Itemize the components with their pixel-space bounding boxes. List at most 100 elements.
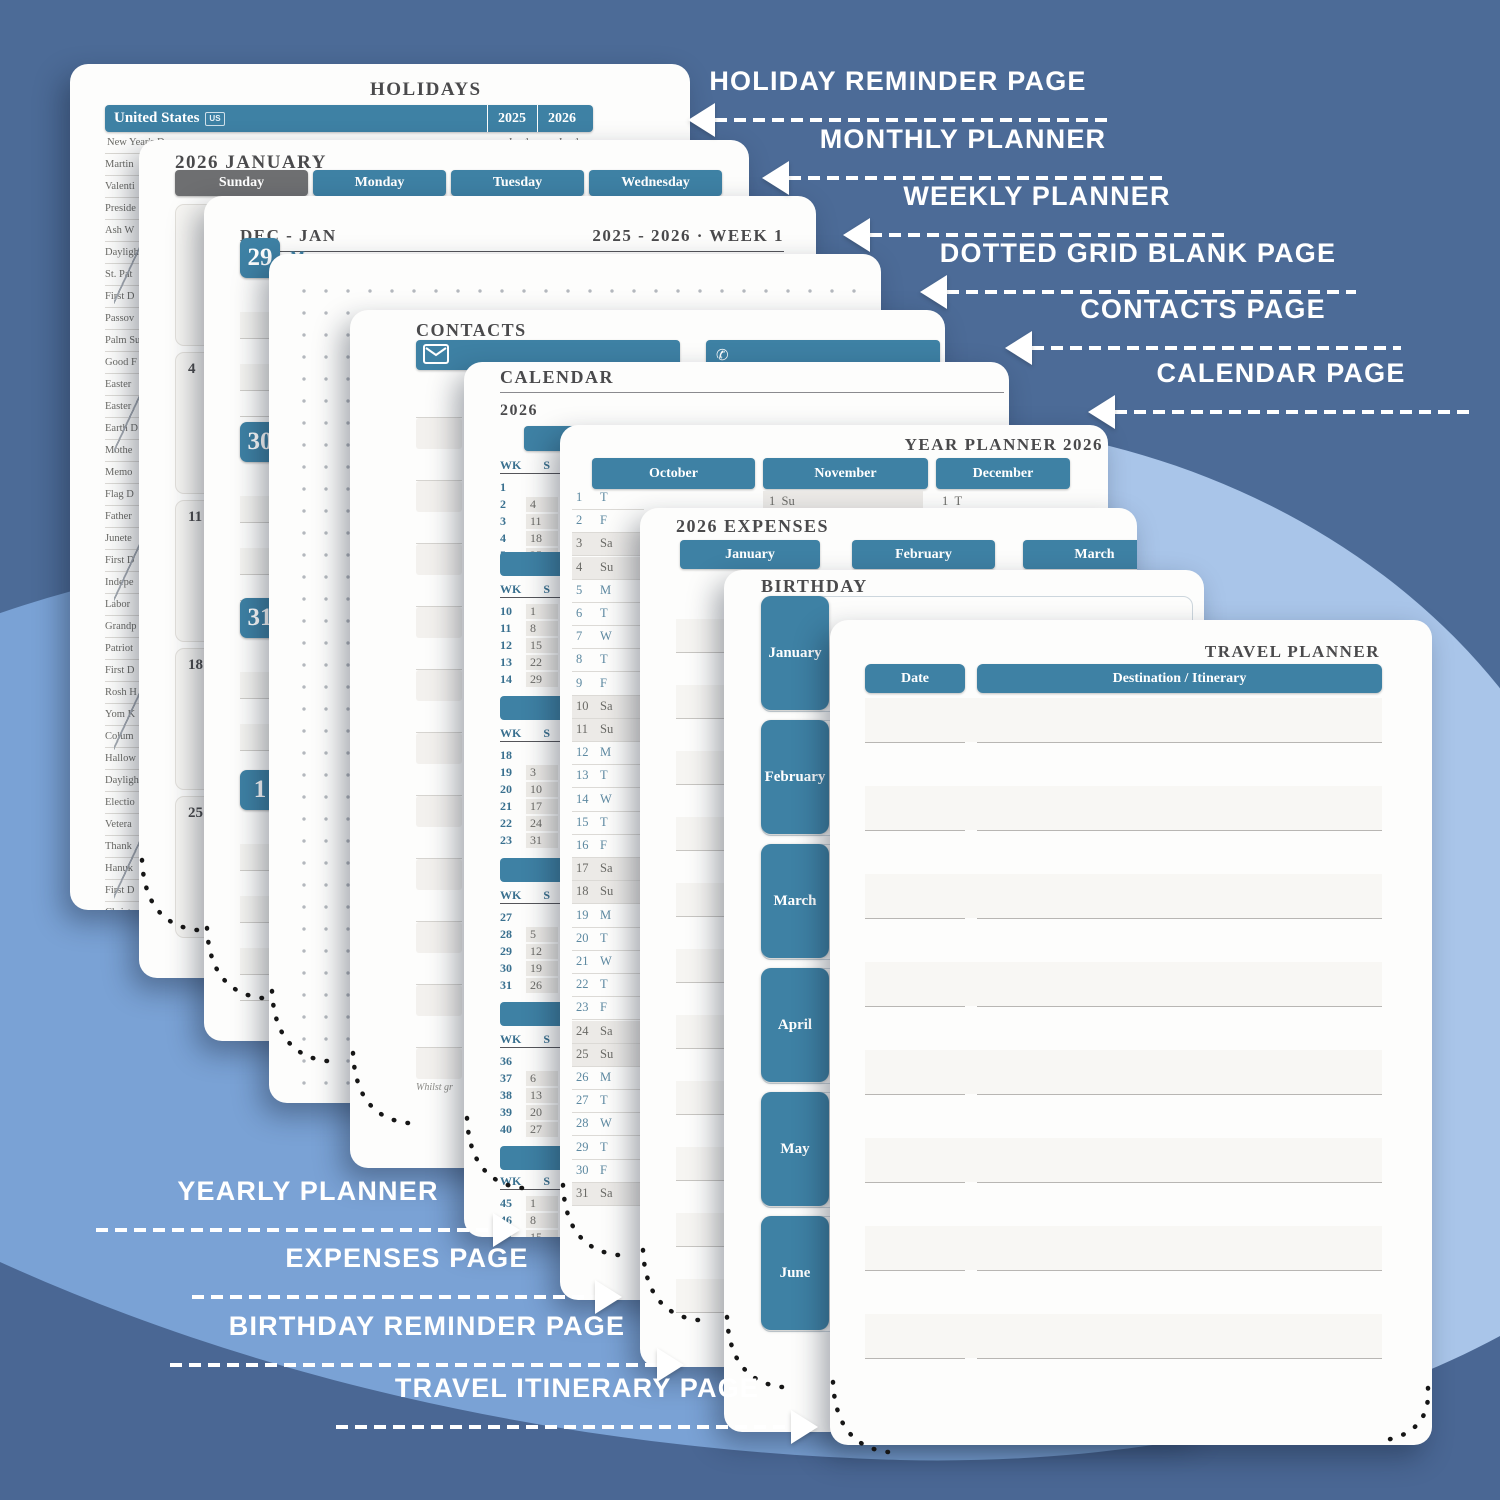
calendar-week-row: 12 15 xyxy=(500,638,596,653)
expense-row xyxy=(676,1279,724,1313)
contact-row xyxy=(416,449,462,481)
year-day-row: 25 Su xyxy=(572,1043,644,1067)
calendar-week-row: 13 22 xyxy=(500,655,596,670)
phone-icon: ✆ xyxy=(716,346,729,364)
year-day-row: 29 T xyxy=(572,1137,644,1160)
calendar-week-row: 11 8 xyxy=(500,621,596,636)
weekly-ruled-line xyxy=(240,672,270,699)
calendar-week-row: 29 12 xyxy=(500,944,596,959)
expense-row xyxy=(676,751,724,785)
year-day-row: 15 T xyxy=(572,812,644,835)
arrow-right-icon xyxy=(493,1213,520,1247)
travel-row xyxy=(865,830,1382,875)
year-col-2025: 2025 xyxy=(487,105,536,132)
travel-row xyxy=(865,786,1382,831)
year-day-row: 13 T xyxy=(572,765,644,789)
travel-row xyxy=(865,874,1382,919)
year-day-row: 16 F xyxy=(572,835,644,858)
dashed-line xyxy=(870,233,1231,237)
travel-row xyxy=(865,962,1382,1007)
dashed-line xyxy=(336,1425,791,1429)
label-text: YEARLY PLANNER xyxy=(177,1176,439,1206)
calendar-wk-header: WK S xyxy=(500,458,566,474)
calendar-week-row: 36 xyxy=(500,1054,512,1068)
year-bar-december: December xyxy=(936,458,1070,489)
arrow-left-icon xyxy=(688,103,715,137)
year-day-row: 17 Sa xyxy=(572,858,644,882)
expense-row xyxy=(676,1147,724,1181)
expense-row xyxy=(676,1246,724,1280)
weekly-ruled-line xyxy=(240,312,270,339)
contact-row xyxy=(416,796,462,827)
arrow-right-icon xyxy=(595,1280,622,1314)
day-header-monday: Monday xyxy=(313,170,446,196)
label-weekly-planner: WEEKLY PLANNER xyxy=(843,181,1231,252)
expenses-bar-february: February xyxy=(852,540,995,569)
dashed-line xyxy=(947,290,1356,294)
calendar-week-row: 20 10 xyxy=(500,782,596,797)
expense-row xyxy=(676,1081,724,1115)
day-header-tuesday: Tuesday xyxy=(451,170,584,196)
year-day-row: 28 W xyxy=(572,1113,644,1137)
expenses-bar-january: January xyxy=(680,540,820,569)
expense-row xyxy=(676,883,724,917)
weekly-ruled-line xyxy=(240,548,270,575)
expense-row xyxy=(676,1048,724,1082)
travel-col-date: Date xyxy=(865,664,965,693)
travel-col-destination: Destination / Itinerary xyxy=(977,664,1382,693)
contact-row xyxy=(416,733,462,764)
contact-row xyxy=(416,638,462,670)
contact-row xyxy=(416,701,462,733)
expense-row xyxy=(676,982,724,1016)
weekly-ruled-line xyxy=(240,818,270,845)
expense-row xyxy=(676,652,724,686)
calendar-week-row: 30 19 xyxy=(500,961,596,976)
weekly-ruled-line xyxy=(240,496,270,523)
weekly-ruled-line xyxy=(240,896,270,923)
contact-row xyxy=(416,922,462,953)
arrow-left-icon xyxy=(762,161,789,195)
label-dotted-grid: DOTTED GRID BLANK PAGE xyxy=(920,238,1356,309)
birthday-month-block: April xyxy=(761,968,829,1082)
calendar-week-row: 14 29 xyxy=(500,672,596,687)
contacts-row-list xyxy=(416,386,462,1079)
calendar-wk-header: WK S xyxy=(500,582,566,598)
expense-row xyxy=(676,718,724,752)
label-holiday-reminder: HOLIDAY REMINDER PAGE xyxy=(688,66,1108,137)
calendar-week-row: 28 5 xyxy=(500,927,596,942)
calendar-week-row: 23 31 xyxy=(500,833,596,848)
expense-row xyxy=(676,949,724,983)
dashed-line xyxy=(1032,346,1401,350)
dashed-line xyxy=(715,118,1108,122)
mail-icon xyxy=(423,343,449,364)
travel-title: TRAVEL PLANNER xyxy=(1204,642,1380,661)
label-birthday-reminder: BIRTHDAY REMINDER PAGE xyxy=(170,1311,684,1382)
calendar-wk-header: WK S xyxy=(500,726,566,742)
weekly-ruled-line xyxy=(240,390,270,417)
expense-row xyxy=(676,1180,724,1214)
travel-row xyxy=(865,1314,1382,1359)
dashed-line xyxy=(789,176,1164,180)
weekly-ruled-line xyxy=(240,922,270,949)
expense-row xyxy=(676,784,724,818)
contact-row xyxy=(416,764,462,796)
expense-row xyxy=(676,685,724,719)
year-day-row: 23 F xyxy=(572,997,644,1021)
year-day-row: 18 Su xyxy=(572,881,644,905)
expenses-bar-march: March xyxy=(1023,540,1137,569)
travel-row xyxy=(865,1094,1382,1139)
day-header-wednesday: Wednesday xyxy=(589,170,722,196)
contact-row xyxy=(416,512,462,544)
year-day-row: 3 Sa xyxy=(572,533,644,557)
travel-row xyxy=(865,1006,1382,1051)
december-first-cell: 1 T xyxy=(942,494,963,508)
label-text: MONTHLY PLANNER xyxy=(819,124,1107,154)
weekly-week-label: 2025 - 2026 · WEEK 1 xyxy=(592,226,784,245)
year-day-row: 30 F xyxy=(572,1160,644,1183)
calendar-wk-header: WK S xyxy=(500,888,566,904)
label-text: CONTACTS PAGE xyxy=(1080,294,1326,324)
calendar-week-row: 22 24 xyxy=(500,816,596,831)
